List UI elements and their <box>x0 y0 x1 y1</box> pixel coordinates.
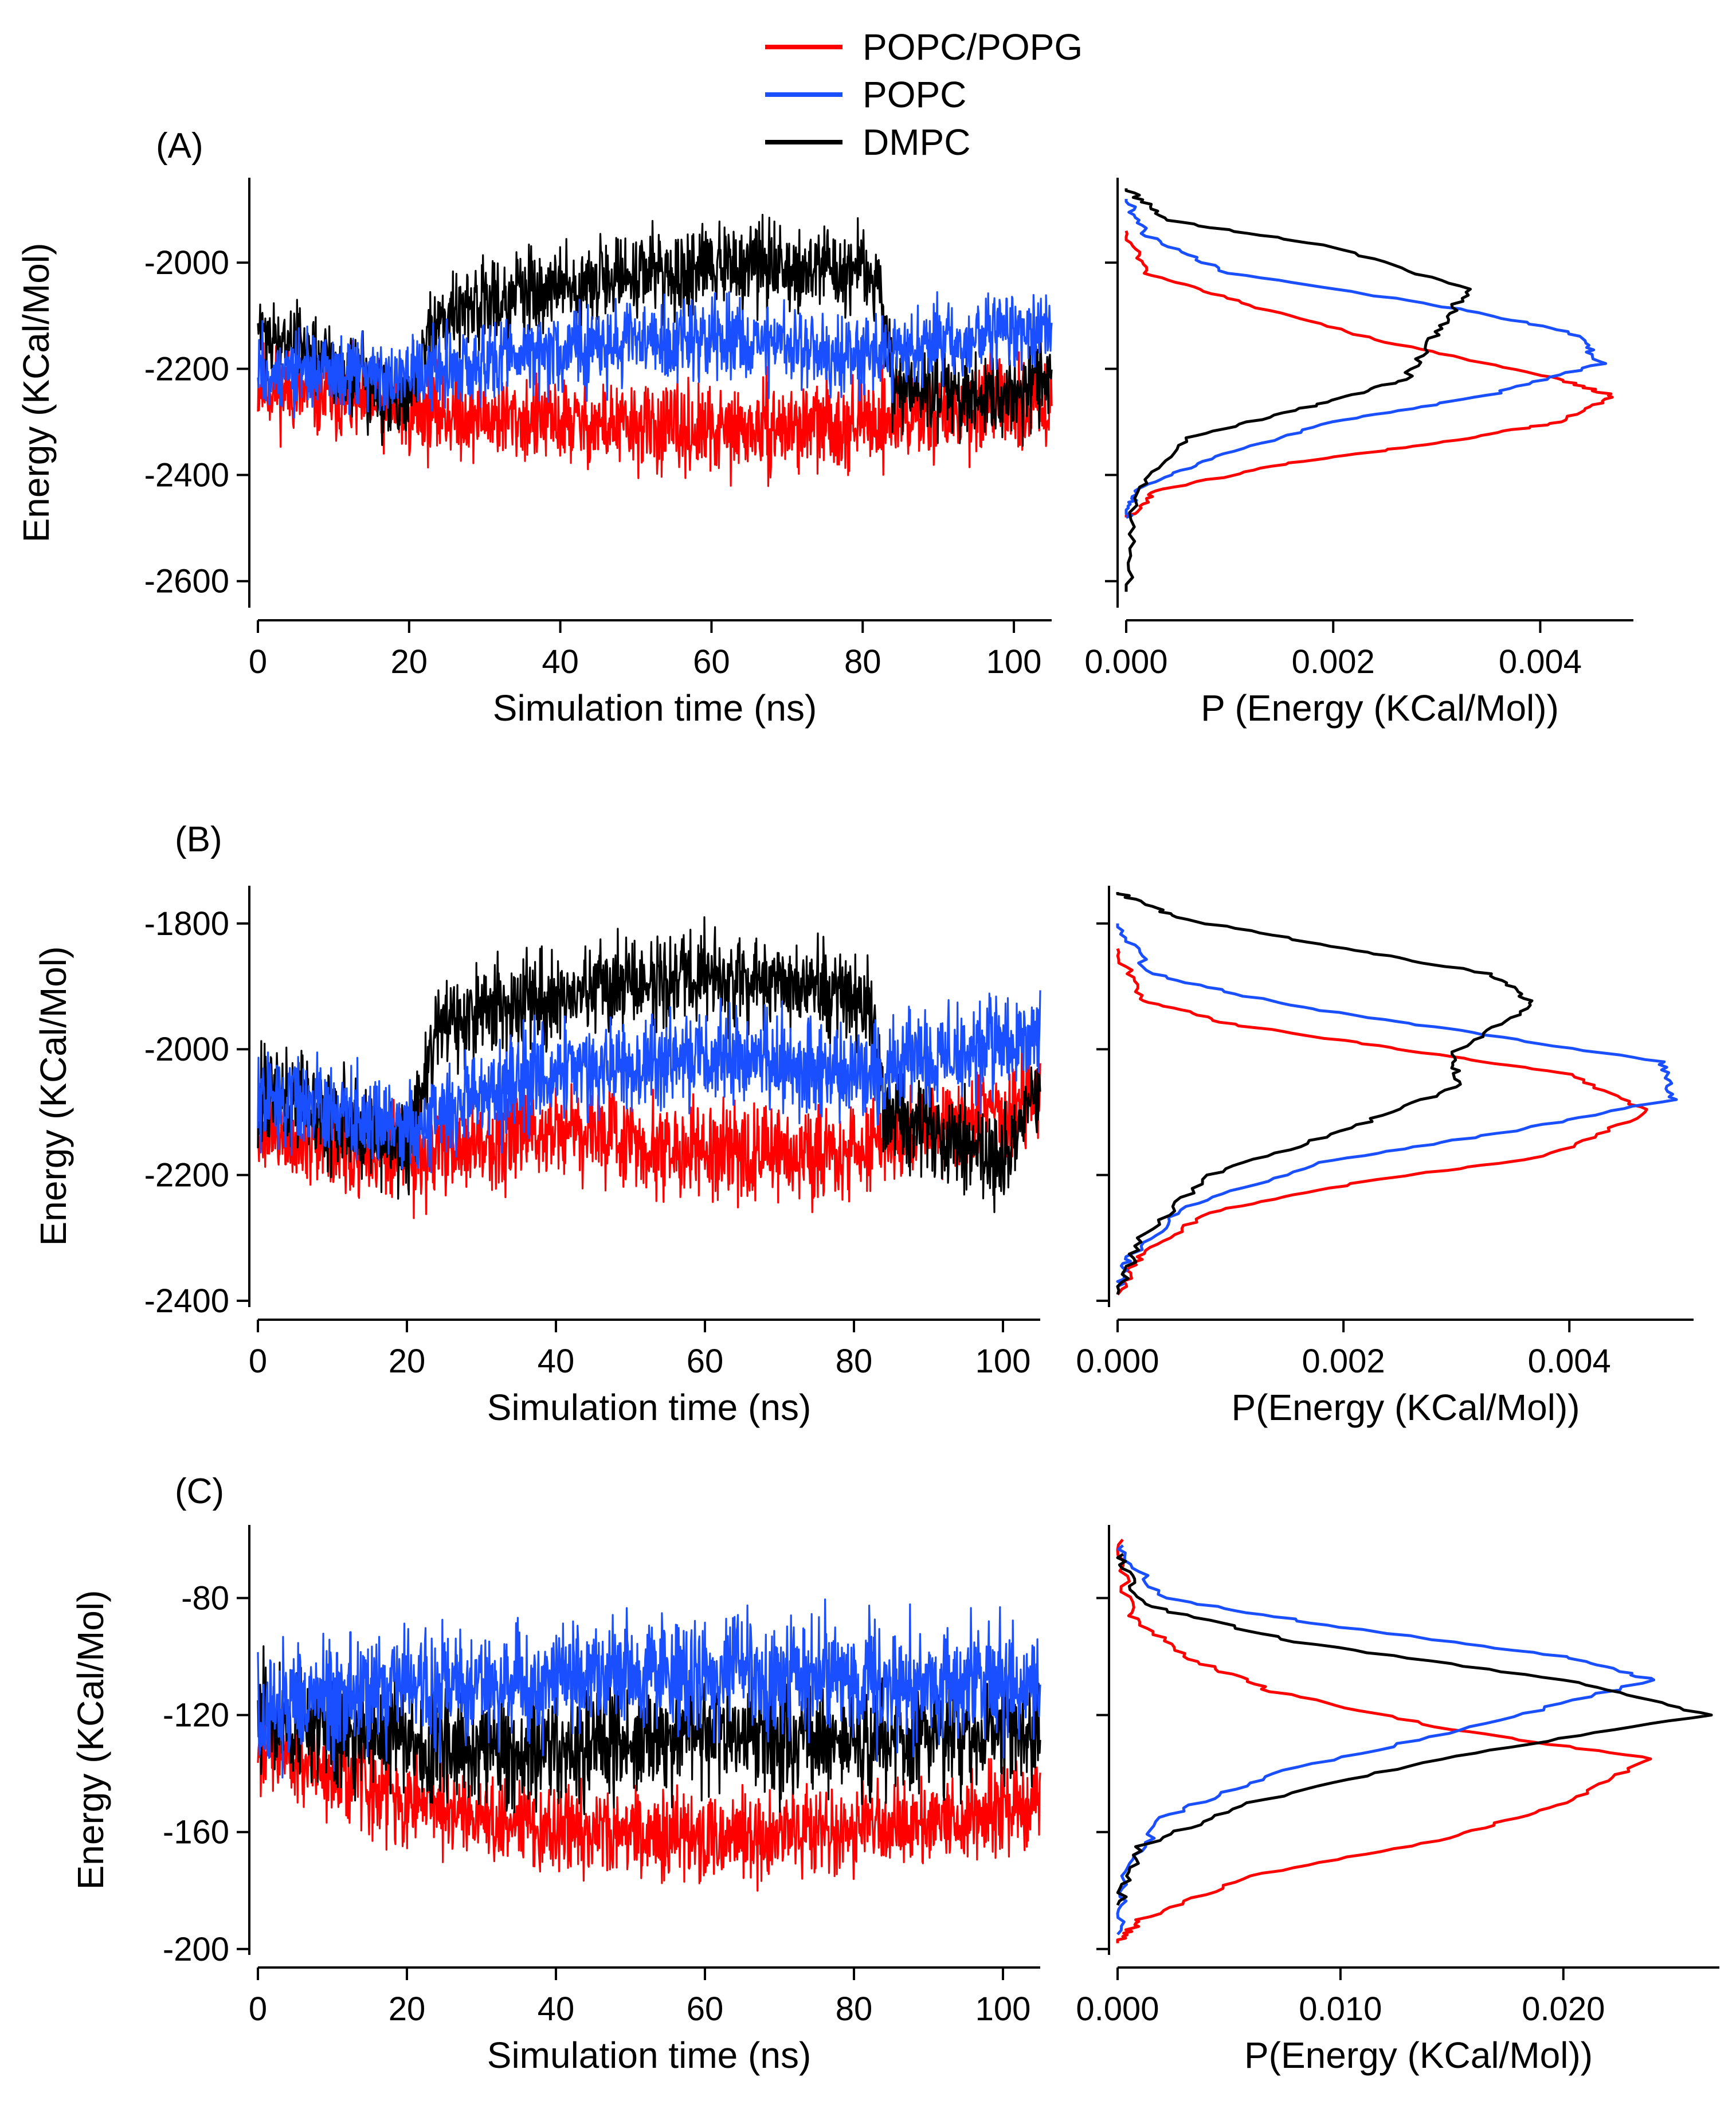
x-axis-label: Simulation time (ns) <box>487 1387 812 1428</box>
y-tick-label: -2000 <box>144 244 229 281</box>
x-tick-label: 40 <box>538 1990 575 2028</box>
y-axis-label: Energy (KCal/Mol) <box>70 1590 111 1890</box>
legend: POPC/POPG POPC DMPC <box>765 26 1083 163</box>
plot-a-timeseries: -2600 -2400 -2200 -2000 0 20 40 60 80 100 Simulati… <box>15 178 1053 729</box>
x-tick-label: 0.002 <box>1292 643 1375 680</box>
plot-b-timeseries: -2400 -2200 -2000 -1800 0 20 40 60 80 100 Simulati… <box>33 886 1041 1428</box>
distribution-line-dmpc <box>1116 1552 1713 1906</box>
x-tick-label: 0.004 <box>1499 643 1582 680</box>
x-tick-label: 0 <box>249 643 267 680</box>
plot-a-distribution: 0.000 0.002 0.004 P (Energy (KCal/Mol)) <box>1084 178 1633 729</box>
x-axis-label: P (Energy (KCal/Mol)) <box>1201 687 1559 729</box>
y-tick-label: -160 <box>163 1814 229 1851</box>
y-tick-label: -2200 <box>144 1157 229 1194</box>
plot-c-timeseries: -200 -160 -120 -80 0 20 40 60 80 100 Simulation ti… <box>70 1525 1041 2076</box>
x-tick-label: 60 <box>693 643 730 680</box>
panel-label-a: (A) <box>156 126 203 166</box>
plot-c-distribution: 0.000 0.010 0.020 P(Energy (KCal/Mol)) <box>1076 1525 1719 2076</box>
x-axis-label: Simulation time (ns) <box>487 2035 812 2076</box>
y-axis-label: Energy (KCal/Mol) <box>15 243 57 543</box>
y-tick-label: -120 <box>163 1697 229 1734</box>
series-line-dmpc <box>257 214 1053 447</box>
y-tick-label: -2600 <box>144 563 229 600</box>
distribution-line-popc <box>1116 1544 1656 1935</box>
x-tick-label: 80 <box>836 1990 873 2028</box>
x-tick-label: 0.000 <box>1076 1990 1159 2028</box>
x-tick-label: 80 <box>844 643 881 680</box>
series-line-popc <box>257 1598 1041 1779</box>
plot-b-distribution: 0.000 0.002 0.004 P(Energy (KCal/Mol)) <box>1076 886 1694 1428</box>
x-tick-label: 0.000 <box>1084 643 1167 680</box>
x-tick-label: 80 <box>836 1343 873 1380</box>
x-tick-label: 0.000 <box>1076 1343 1159 1380</box>
panel-label-c: (C) <box>175 1472 224 1511</box>
series-line-dmpc <box>257 1645 1041 1816</box>
x-tick-label: 100 <box>975 1343 1031 1380</box>
panel-label-b: (B) <box>175 820 222 859</box>
y-tick-label: -1800 <box>144 905 229 942</box>
y-tick-label: -2400 <box>144 1282 229 1320</box>
x-tick-label: 0.020 <box>1522 1990 1605 2028</box>
x-tick-label: 60 <box>687 1990 724 2028</box>
y-tick-label: -2200 <box>144 350 229 388</box>
x-tick-label: 20 <box>389 1343 426 1380</box>
y-tick-label: -200 <box>163 1931 229 1968</box>
x-tick-label: 0 <box>249 1343 267 1380</box>
series-line-popc <box>257 291 1053 419</box>
x-tick-label: 100 <box>975 1990 1031 2028</box>
series-line-popc <box>257 990 1041 1174</box>
x-tick-label: 0.002 <box>1302 1343 1385 1380</box>
distribution-line-dmpc <box>1124 188 1472 592</box>
y-tick-label: -80 <box>181 1580 229 1617</box>
x-tick-label: 0 <box>249 1990 267 2028</box>
x-axis-label: Simulation time (ns) <box>493 687 817 729</box>
legend-label-popc-popg: POPC/POPG <box>863 26 1083 68</box>
x-tick-label: 20 <box>391 643 428 680</box>
distribution-line-popc-popg <box>1124 230 1614 518</box>
distribution-line-dmpc <box>1116 892 1534 1295</box>
x-tick-label: 100 <box>986 643 1042 680</box>
legend-label-popc: POPC <box>863 74 966 115</box>
legend-label-dmpc: DMPC <box>863 122 970 163</box>
y-axis-label: Energy (KCal/Mol) <box>33 946 74 1246</box>
x-tick-label: 0.010 <box>1299 1990 1382 2028</box>
distribution-line-popc <box>1116 923 1678 1289</box>
x-tick-label: 20 <box>389 1990 426 2028</box>
distribution-line-popc-popg <box>1116 1538 1652 1943</box>
x-axis-label: P(Energy (KCal/Mol)) <box>1231 1387 1580 1428</box>
distribution-line-popc <box>1124 199 1608 519</box>
y-tick-label: -2400 <box>144 457 229 494</box>
distribution-line-popc-popg <box>1116 948 1648 1296</box>
y-tick-label: -2000 <box>144 1031 229 1068</box>
x-tick-label: 40 <box>538 1343 575 1380</box>
x-tick-label: 60 <box>687 1343 724 1380</box>
x-tick-label: 40 <box>542 643 579 680</box>
x-axis-label: P(Energy (KCal/Mol)) <box>1244 2035 1593 2076</box>
x-tick-label: 0.004 <box>1528 1343 1611 1380</box>
